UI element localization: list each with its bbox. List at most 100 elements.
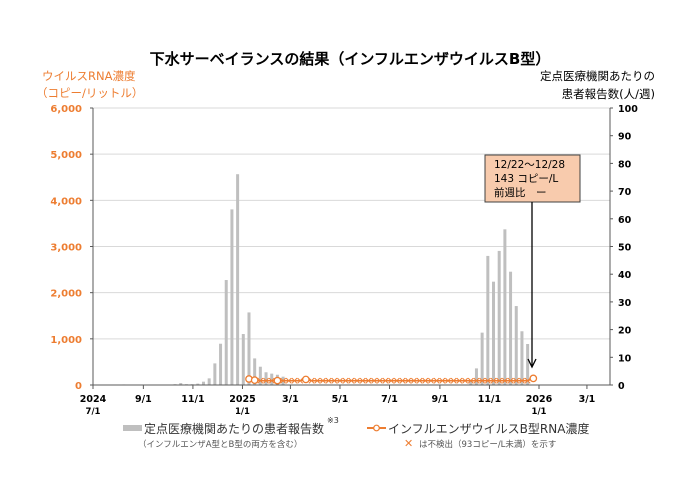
arrow-head-icon — [527, 358, 537, 369]
not-detected-x-marker — [285, 377, 292, 384]
not-detected-x-marker — [479, 377, 486, 384]
x-tick-label: 3/1 — [282, 394, 299, 405]
legend-bar-subnote: （インフルエンザA型とB型の両方を含む） — [138, 439, 302, 450]
not-detected-x-marker — [359, 377, 366, 384]
x-tick-label: 2026 — [526, 394, 553, 405]
y-right-label-line2: 患者報告数(人/週) — [562, 87, 655, 101]
not-detected-x-marker — [376, 377, 383, 384]
bar — [179, 383, 183, 385]
y-left-tick-label: 5,000 — [50, 150, 82, 161]
y-left-tick-label: 2,000 — [50, 289, 82, 300]
y-right-label-line1: 定点医療機関あたりの — [540, 69, 655, 83]
legend: 定点医療機関あたりの患者報告数 ※3 （インフルエンザA型とB型の両方を含む） … — [123, 416, 589, 450]
x-tick-label: 9/1 — [135, 394, 152, 405]
y-right-tick-label: 100 — [618, 104, 638, 115]
bar — [207, 378, 211, 385]
detected-circle-marker — [529, 374, 538, 383]
legend-line-subnote: は不検出（93コピー/L未満）を示す — [419, 439, 556, 450]
not-detected-x-marker — [268, 377, 275, 384]
y-right-tick-label: 80 — [618, 159, 632, 170]
legend-circle-icon — [373, 424, 380, 432]
bar — [474, 368, 478, 385]
not-detected-x-marker — [399, 377, 406, 384]
x-tick-label: 3/1 — [579, 394, 596, 405]
bar — [503, 229, 507, 385]
not-detected-x-marker — [314, 377, 321, 384]
not-detected-x-marker — [388, 377, 395, 384]
not-detected-x-marker — [513, 377, 520, 384]
bar — [236, 174, 240, 385]
not-detected-x-marker — [365, 377, 372, 384]
y-left-tick-label: 1,000 — [50, 335, 82, 346]
annotation-box — [484, 154, 581, 203]
bar — [497, 250, 501, 385]
not-detected-x-marker — [490, 377, 497, 384]
x-tick-sublabel: 1/1 — [532, 407, 547, 417]
not-detected-x-marker — [518, 377, 525, 384]
not-detected-x-marker — [331, 377, 338, 384]
not-detected-x-marker — [263, 377, 269, 384]
y-left-label-line1: ウイルスRNA濃度 — [42, 69, 136, 83]
x-tick-label: 11/1 — [181, 394, 204, 405]
not-detected-x-marker — [280, 377, 287, 384]
not-detected-x-marker — [416, 377, 423, 384]
not-detected-x-marker — [342, 377, 349, 384]
bar — [480, 332, 484, 385]
not-detected-x-marker — [496, 377, 503, 384]
x-tick-label: 2024 — [80, 394, 107, 405]
not-detected-x-marker — [484, 377, 491, 384]
y-left-tick-label: 6,000 — [50, 104, 82, 115]
y-left-tick-label: 4,000 — [50, 196, 82, 207]
legend-note-mark: ※3 — [327, 416, 339, 425]
y-right-tick-label: 70 — [618, 187, 632, 198]
bar — [526, 344, 530, 385]
bar — [201, 381, 205, 385]
not-detected-x-marker — [456, 377, 463, 384]
not-detected-x-marker — [371, 377, 378, 384]
y-left-tick-label: 0 — [75, 381, 82, 392]
detected-circle-marker — [273, 376, 282, 385]
annotation-line1: 12/22～12/28 — [494, 159, 565, 171]
y-right-tick-label: 0 — [618, 381, 625, 392]
x-tick-sublabel: 1/1 — [235, 407, 250, 417]
x-tick-label: 9/1 — [432, 394, 449, 405]
not-detected-x-marker — [257, 377, 264, 384]
bar — [258, 366, 262, 385]
x-tick-label: 7/1 — [381, 394, 398, 405]
legend-bar-swatch — [123, 425, 142, 431]
not-detected-x-marker — [524, 377, 531, 384]
not-detected-x-marker — [501, 377, 508, 384]
x-tick-sublabel: 7/1 — [86, 407, 101, 417]
legend-x-mark-icon: ✕ — [404, 437, 413, 450]
not-detected-x-marker — [354, 377, 360, 384]
not-detected-x-marker — [422, 377, 429, 384]
x-tick-label: 5/1 — [332, 394, 349, 405]
detected-circle-marker — [250, 376, 259, 385]
legend-bar-label: 定点医療機関あたりの患者報告数 — [144, 421, 324, 436]
bar — [270, 373, 274, 385]
not-detected-x-marker — [462, 377, 469, 384]
bar — [230, 209, 234, 385]
not-detected-x-marker — [467, 377, 474, 384]
bar — [514, 306, 518, 385]
not-detected-x-marker — [291, 377, 298, 384]
not-detected-x-marker — [445, 377, 451, 384]
bar — [264, 372, 268, 385]
y-right-tick-label: 90 — [618, 132, 632, 143]
annotation-line3: 前週比 ー — [494, 186, 547, 199]
bar — [486, 255, 490, 385]
not-detected-x-marker — [382, 377, 389, 384]
not-detected-x-marker — [308, 377, 315, 384]
bar — [213, 363, 217, 385]
detected-circle-marker — [301, 375, 310, 384]
bar — [492, 281, 496, 385]
not-detected-x-marker — [410, 377, 417, 384]
not-detected-x-marker — [319, 377, 326, 384]
x-tick-label: 11/1 — [478, 394, 501, 405]
y-right-tick-label: 40 — [618, 270, 632, 281]
x-tick-label: 2025 — [229, 394, 255, 405]
y-right-tick-label: 20 — [618, 326, 632, 337]
bar — [469, 380, 473, 385]
bar — [509, 271, 513, 385]
